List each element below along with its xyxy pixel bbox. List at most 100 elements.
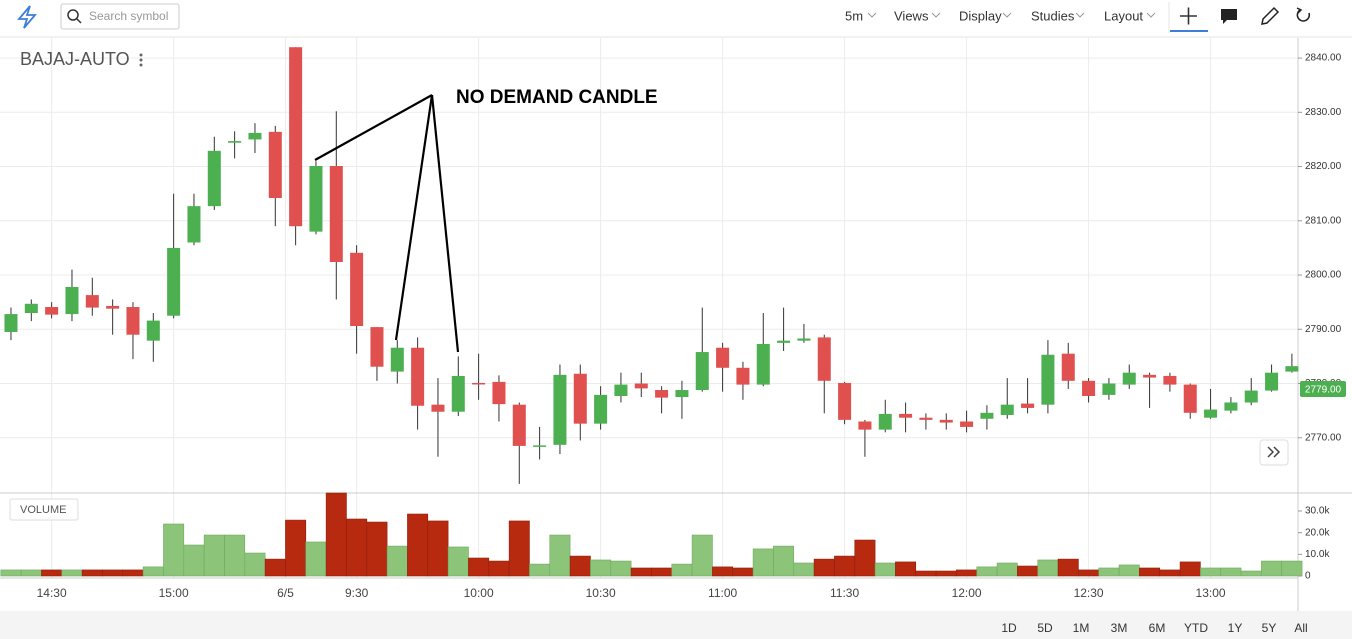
volume-bar [264,558,286,577]
volume-bar [590,559,612,577]
candle-body [634,383,648,389]
candle-body [756,343,770,385]
y-tick-label: 2770.00 [1305,432,1342,443]
volume-bar [1179,561,1201,577]
range-button[interactable]: 5Y [1262,621,1277,635]
volume-tick-label: 20.0k [1305,527,1330,538]
candle-body [777,340,791,343]
candle-body [899,413,913,418]
search-box[interactable] [60,3,180,30]
volume-tick-label: 0 [1305,571,1311,582]
volume-bar [1220,567,1242,577]
candle-body [838,382,852,420]
candle-body [350,252,364,327]
plot [0,47,1303,577]
y-tick-label: 2790.00 [1305,324,1342,335]
candle-body [533,445,547,447]
range-button[interactable]: YTD [1184,621,1208,635]
volume-bar [671,563,693,577]
volume-bar [447,546,469,577]
volume-bar [793,562,815,577]
range-button[interactable]: 5D [1037,621,1053,635]
volume-bar [508,520,530,577]
candle-body [1061,353,1075,381]
range-button[interactable]: 6M [1149,621,1166,635]
x-tick-label: 10:00 [464,586,494,600]
candle-body [146,320,160,341]
candle-body [980,412,994,419]
volume-bar [1037,559,1059,577]
candle-body [573,373,587,424]
volume-bar [183,544,205,577]
last-price-tag [1300,380,1346,397]
range-button[interactable]: 1D [1001,621,1017,635]
candle-body [268,131,282,199]
candle-body [187,206,201,243]
layout-menu[interactable]: Layout [1104,8,1143,23]
range-button[interactable]: 1Y [1228,621,1243,635]
volume-bar [386,545,408,577]
y-tick-label: 2810.00 [1305,215,1342,226]
candle-body [1285,366,1299,372]
views-menu[interactable]: Views [894,8,929,23]
x-tick-label: 15:00 [159,586,189,600]
x-tick-label: 10:30 [586,586,616,600]
x-tick-label: 6/5 [277,586,294,600]
candle-body [289,47,303,227]
volume-bar [1139,567,1161,577]
symbol-menu[interactable] [139,53,143,67]
candle-body [512,404,526,446]
volume-bar [41,569,63,577]
volume-bar [732,567,754,577]
candle-body [797,338,811,341]
menu-chevrons [867,12,1156,18]
candle-body [390,347,404,372]
candle-body [451,375,465,412]
volume-bar [549,534,571,577]
volume-bar [305,541,327,577]
volume-bar [610,560,632,577]
volume-bar [488,560,510,577]
candle-body [878,413,892,430]
y-tick-label: 2820.00 [1305,161,1342,172]
range-button[interactable]: All [1294,621,1307,635]
candle-body [614,384,628,396]
search-placeholder: Search symbol [89,9,168,23]
y-tick-label: 2830.00 [1305,107,1342,118]
x-tick-label: 12:00 [952,586,982,600]
volume-bar [895,561,917,577]
volume-bar [1240,570,1262,577]
volume-bar [0,569,22,577]
volume-bar [956,569,978,577]
candle-body [370,327,384,367]
volume-bar [366,521,388,577]
logo[interactable] [17,5,37,29]
range-button[interactable]: 3M [1111,621,1128,635]
candle-body [106,305,120,309]
candle-body [675,390,689,398]
scroll-right-button[interactable] [1259,439,1289,466]
volume-bar [325,492,347,577]
range-bar [0,611,1352,639]
volume-bar [346,518,368,577]
interval-menu[interactable]: 5m [845,8,863,23]
candle-body [45,307,59,315]
draw-button[interactable] [1261,6,1280,25]
candle-body [655,390,669,398]
candle-body [4,314,18,332]
display-menu[interactable]: Display [959,8,1002,23]
x-tick-label: 14:30 [37,586,67,600]
candle-body [228,141,242,143]
crosshair-button[interactable] [1180,7,1197,25]
range-button[interactable]: 1M [1073,621,1090,635]
volume-label-box [9,498,79,521]
candle-body [472,382,486,385]
volume-bar [874,562,896,577]
volume-bar [1078,569,1100,577]
studies-menu[interactable]: Studies [1031,8,1075,23]
comment-button[interactable] [1221,9,1237,24]
volume-bar [224,534,246,577]
volume-bar [1118,564,1140,577]
volume-bar [1159,569,1181,577]
